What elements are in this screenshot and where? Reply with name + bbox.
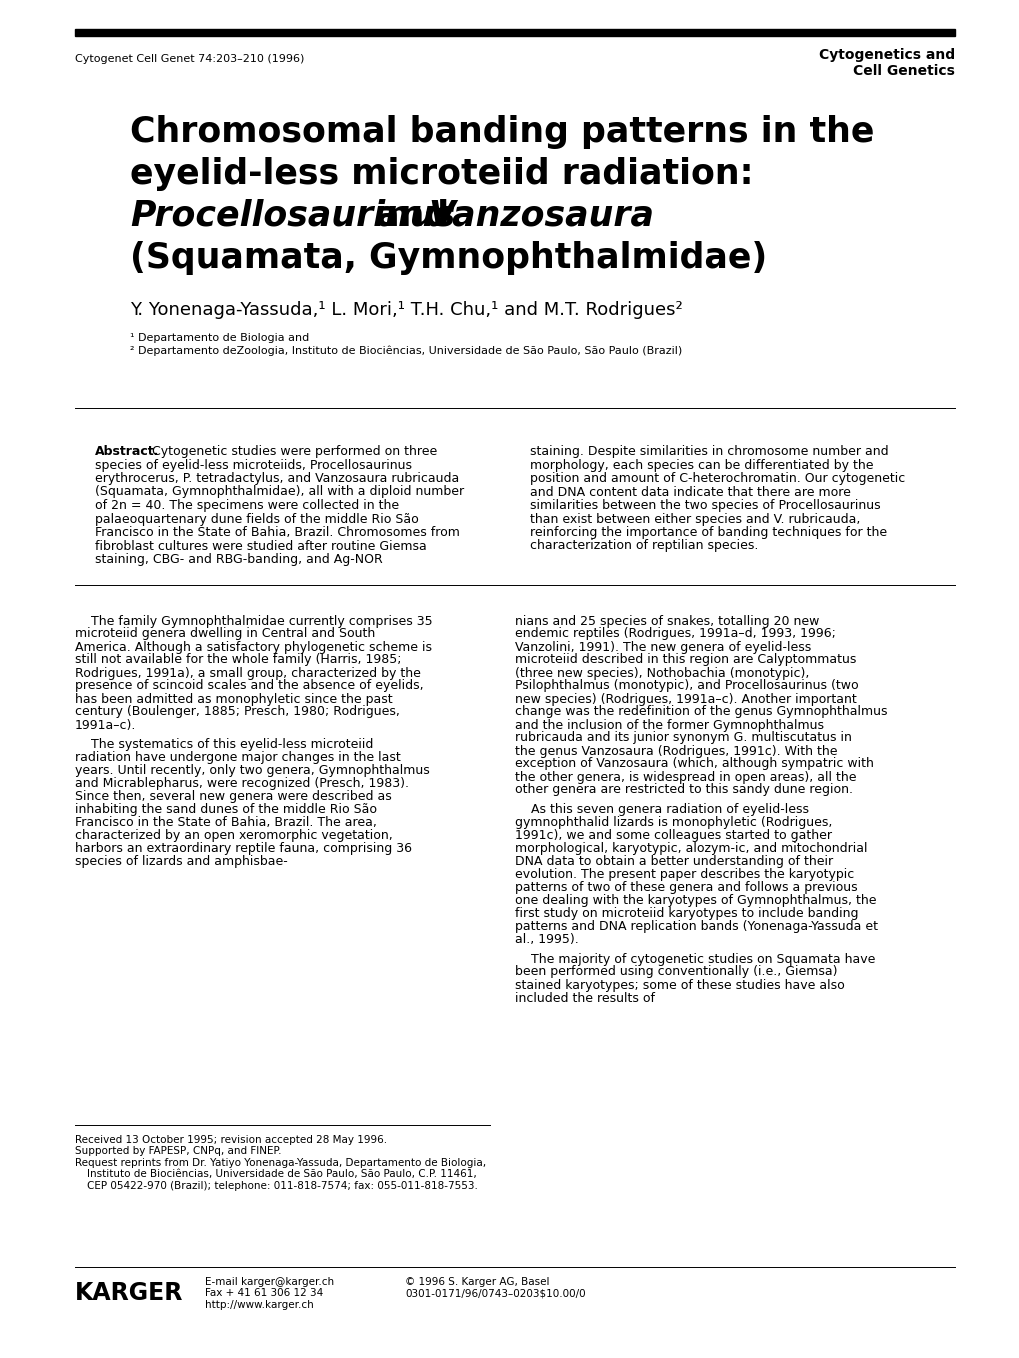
- Text: change was the redefinition of the genus Gymnophthalmus: change was the redefinition of the genus…: [515, 706, 887, 718]
- Text: erythrocerus, P. tetradactylus, and Vanzosaura rubricauda: erythrocerus, P. tetradactylus, and Vanz…: [95, 473, 459, 485]
- Text: endemic reptiles (Rodrigues, 1991a–d, 1993, 1996;: endemic reptiles (Rodrigues, 1991a–d, 19…: [515, 627, 835, 641]
- Text: ² Departamento deZoologia, Instituto de Biociências, Universidade de São Paulo, : ² Departamento deZoologia, Instituto de …: [129, 346, 682, 357]
- Text: America. Although a satisfactory phylogenetic scheme is: America. Although a satisfactory phyloge…: [75, 641, 432, 653]
- Text: The family Gymnophthalmidae currently comprises 35: The family Gymnophthalmidae currently co…: [75, 615, 432, 627]
- Text: microteiid described in this region are Calyptommatus: microteiid described in this region are …: [515, 653, 856, 667]
- Text: and the inclusion of the former Gymnophthalmus: and the inclusion of the former Gymnopht…: [515, 718, 823, 732]
- Text: has been admitted as monophyletic since the past: has been admitted as monophyletic since …: [75, 693, 392, 706]
- Text: radiation have undergone major changes in the last: radiation have undergone major changes i…: [75, 751, 400, 765]
- Text: microteiid genera dwelling in Central and South: microteiid genera dwelling in Central an…: [75, 627, 375, 641]
- Text: Cytogenet Cell Genet 74:203–210 (1996): Cytogenet Cell Genet 74:203–210 (1996): [75, 54, 304, 64]
- Text: Vanzolini, 1991). The new genera of eyelid-less: Vanzolini, 1991). The new genera of eyel…: [515, 641, 810, 653]
- Text: first study on microteiid karyotypes to include banding: first study on microteiid karyotypes to …: [515, 907, 858, 919]
- Text: (three new species), Nothobachia (monotypic),: (three new species), Nothobachia (monoty…: [515, 667, 809, 679]
- Text: eyelid-less microteiid radiation:: eyelid-less microteiid radiation:: [129, 158, 753, 191]
- Text: characterized by an open xeromorphic vegetation,: characterized by an open xeromorphic veg…: [75, 828, 392, 842]
- Text: Francisco in the State of Bahia, Brazil. Chromosomes from: Francisco in the State of Bahia, Brazil.…: [95, 526, 460, 539]
- Text: the other genera, is widespread in open areas), all the: the other genera, is widespread in open …: [515, 770, 856, 784]
- Text: position and amount of C-heterochromatin. Our cytogenetic: position and amount of C-heterochromatin…: [530, 473, 905, 485]
- Text: Cytogenetic studies were performed on three: Cytogenetic studies were performed on th…: [148, 445, 436, 458]
- Text: 0301-0171/96/0743–0203$10.00/0: 0301-0171/96/0743–0203$10.00/0: [405, 1289, 585, 1298]
- Text: and DNA content data indicate that there are more: and DNA content data indicate that there…: [530, 486, 850, 498]
- Text: and Micrablepharus, were recognized (Presch, 1983).: and Micrablepharus, were recognized (Pre…: [75, 777, 409, 790]
- Text: exception of Vanzosaura (which, although sympatric with: exception of Vanzosaura (which, although…: [515, 758, 873, 770]
- Text: Since then, several new genera were described as: Since then, several new genera were desc…: [75, 790, 391, 803]
- Text: Psilophthalmus (monotypic), and Procellosaurinus (two: Psilophthalmus (monotypic), and Procello…: [515, 679, 858, 693]
- Text: Supported by FAPESP, CNPq, and FINEP.: Supported by FAPESP, CNPq, and FINEP.: [75, 1146, 281, 1157]
- Text: The majority of cytogenetic studies on Squamata have: The majority of cytogenetic studies on S…: [515, 952, 874, 966]
- Text: been performed using conventionally (i.e., Giemsa): been performed using conventionally (i.e…: [515, 966, 837, 979]
- Text: reinforcing the importance of banding techniques for the: reinforcing the importance of banding te…: [530, 526, 887, 539]
- Text: 1991a–c).: 1991a–c).: [75, 718, 137, 732]
- Text: (Squamata, Gymnophthalmidae), all with a diploid number: (Squamata, Gymnophthalmidae), all with a…: [95, 486, 464, 498]
- Text: (Squamata, Gymnophthalmidae): (Squamata, Gymnophthalmidae): [129, 240, 766, 276]
- Text: patterns and DNA replication bands (Yonenaga-Yassuda et: patterns and DNA replication bands (Yone…: [515, 919, 877, 933]
- Text: © 1996 S. Karger AG, Basel: © 1996 S. Karger AG, Basel: [405, 1277, 549, 1287]
- Text: Instituto de Biociências, Universidade de São Paulo, São Paulo, C.P. 11461,: Instituto de Biociências, Universidade d…: [87, 1169, 476, 1180]
- Text: species of lizards and amphisbae-: species of lizards and amphisbae-: [75, 856, 287, 868]
- Text: than exist between either species and V. rubricauda,: than exist between either species and V.…: [530, 512, 860, 526]
- Text: As this seven genera radiation of eyelid-less: As this seven genera radiation of eyelid…: [515, 803, 808, 816]
- Text: similarities between the two species of Procellosaurinus: similarities between the two species of …: [530, 498, 879, 512]
- Text: harbors an extraordinary reptile fauna, comprising 36: harbors an extraordinary reptile fauna, …: [75, 842, 412, 856]
- Text: morphological, karyotypic, alozym-ic, and mitochondrial: morphological, karyotypic, alozym-ic, an…: [515, 842, 866, 856]
- Text: patterns of two of these genera and follows a previous: patterns of two of these genera and foll…: [515, 881, 857, 894]
- Text: Procellosaurinus: Procellosaurinus: [129, 200, 454, 234]
- Text: still not available for the whole family (Harris, 1985;: still not available for the whole family…: [75, 653, 401, 667]
- Text: morphology, each species can be differentiated by the: morphology, each species can be differen…: [530, 459, 872, 471]
- Text: nians and 25 species of snakes, totalling 20 new: nians and 25 species of snakes, totallin…: [515, 615, 818, 627]
- Text: years. Until recently, only two genera, Gymnophthalmus: years. Until recently, only two genera, …: [75, 765, 429, 777]
- Text: the genus Vanzosaura (Rodrigues, 1991c). With the: the genus Vanzosaura (Rodrigues, 1991c).…: [515, 744, 837, 758]
- Text: century (Boulenger, 1885; Presch, 1980; Rodrigues,: century (Boulenger, 1885; Presch, 1980; …: [75, 706, 399, 718]
- Text: Chromosomal banding patterns in the: Chromosomal banding patterns in the: [129, 115, 873, 149]
- Text: of 2n = 40. The specimens were collected in the: of 2n = 40. The specimens were collected…: [95, 498, 398, 512]
- Text: and: and: [363, 200, 461, 234]
- Text: Cytogenetics and: Cytogenetics and: [818, 48, 954, 62]
- Text: Francisco in the State of Bahia, Brazil. The area,: Francisco in the State of Bahia, Brazil.…: [75, 816, 376, 828]
- Text: rubricauda and its junior synonym G. multiscutatus in: rubricauda and its junior synonym G. mul…: [515, 732, 851, 744]
- Text: species of eyelid-less microteiids, Procellosaurinus: species of eyelid-less microteiids, Proc…: [95, 459, 412, 471]
- Text: CEP 05422-970 (Brazil); telephone: 011-818-7574; fax: 055-011-818-7553.: CEP 05422-970 (Brazil); telephone: 011-8…: [87, 1181, 478, 1191]
- Text: presence of scincoid scales and the absence of eyelids,: presence of scincoid scales and the abse…: [75, 679, 423, 693]
- Text: fibroblast cultures were studied after routine Giemsa: fibroblast cultures were studied after r…: [95, 539, 426, 553]
- Text: al., 1995).: al., 1995).: [515, 933, 578, 947]
- Text: included the results of: included the results of: [515, 991, 654, 1005]
- Bar: [75, 29, 954, 37]
- Text: E-mail karger@karger.ch: E-mail karger@karger.ch: [205, 1277, 334, 1287]
- Text: staining. Despite similarities in chromosome number and: staining. Despite similarities in chromo…: [530, 445, 888, 458]
- Text: one dealing with the karyotypes of Gymnophthalmus, the: one dealing with the karyotypes of Gymno…: [515, 894, 875, 907]
- Text: Rodrigues, 1991a), a small group, characterized by the: Rodrigues, 1991a), a small group, charac…: [75, 667, 421, 679]
- Text: Vanzosaura: Vanzosaura: [428, 200, 654, 234]
- Text: evolution. The present paper describes the karyotypic: evolution. The present paper describes t…: [515, 868, 854, 881]
- Text: gymnophthalid lizards is monophyletic (Rodrigues,: gymnophthalid lizards is monophyletic (R…: [515, 816, 832, 828]
- Text: Cell Genetics: Cell Genetics: [852, 64, 954, 77]
- Text: palaeoquartenary dune fields of the middle Rio São: palaeoquartenary dune fields of the midd…: [95, 512, 419, 526]
- Text: DNA data to obtain a better understanding of their: DNA data to obtain a better understandin…: [515, 856, 833, 868]
- Text: ¹ Departamento de Biologia and: ¹ Departamento de Biologia and: [129, 333, 309, 344]
- Text: The systematics of this eyelid-less microteiid: The systematics of this eyelid-less micr…: [75, 737, 373, 751]
- Text: Request reprints from Dr. Yatiyo Yonenaga-Yassuda, Departamento de Biologia,: Request reprints from Dr. Yatiyo Yonenag…: [75, 1158, 486, 1168]
- Text: 1991c), we and some colleagues started to gather: 1991c), we and some colleagues started t…: [515, 828, 832, 842]
- Text: stained karyotypes; some of these studies have also: stained karyotypes; some of these studie…: [515, 979, 844, 991]
- Text: new species) (Rodrigues, 1991a–c). Another important: new species) (Rodrigues, 1991a–c). Anoth…: [515, 693, 856, 706]
- Text: http://www.karger.ch: http://www.karger.ch: [205, 1300, 314, 1310]
- Text: KARGER: KARGER: [75, 1281, 183, 1305]
- Text: Y. Yonenaga-Yassuda,¹ L. Mori,¹ T.H. Chu,¹ and M.T. Rodrigues²: Y. Yonenaga-Yassuda,¹ L. Mori,¹ T.H. Chu…: [129, 301, 682, 319]
- Text: characterization of reptilian species.: characterization of reptilian species.: [530, 539, 758, 553]
- Text: Received 13 October 1995; revision accepted 28 May 1996.: Received 13 October 1995; revision accep…: [75, 1135, 387, 1145]
- Text: Fax + 41 61 306 12 34: Fax + 41 61 306 12 34: [205, 1289, 323, 1298]
- Text: staining, CBG- and RBG-banding, and Ag-NOR: staining, CBG- and RBG-banding, and Ag-N…: [95, 553, 382, 566]
- Text: Abstract.: Abstract.: [95, 445, 159, 458]
- Text: inhabiting the sand dunes of the middle Rio São: inhabiting the sand dunes of the middle …: [75, 803, 377, 816]
- Text: other genera are restricted to this sandy dune region.: other genera are restricted to this sand…: [515, 784, 852, 797]
